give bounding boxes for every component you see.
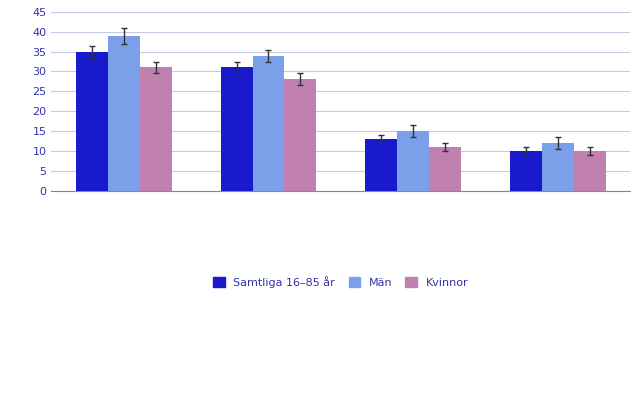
Bar [76, 52, 108, 191]
Bar [140, 67, 172, 191]
Bar [542, 143, 574, 191]
Bar [284, 79, 316, 191]
Bar [397, 131, 429, 191]
Bar [574, 151, 606, 191]
Legend: Samtliga 16–85 år, Män, Kvinnor: Samtliga 16–85 år, Män, Kvinnor [209, 272, 473, 292]
Bar [429, 147, 461, 191]
Bar [108, 36, 140, 191]
Bar [253, 56, 284, 191]
Bar [221, 67, 253, 191]
Bar [365, 139, 397, 191]
Bar [510, 151, 542, 191]
